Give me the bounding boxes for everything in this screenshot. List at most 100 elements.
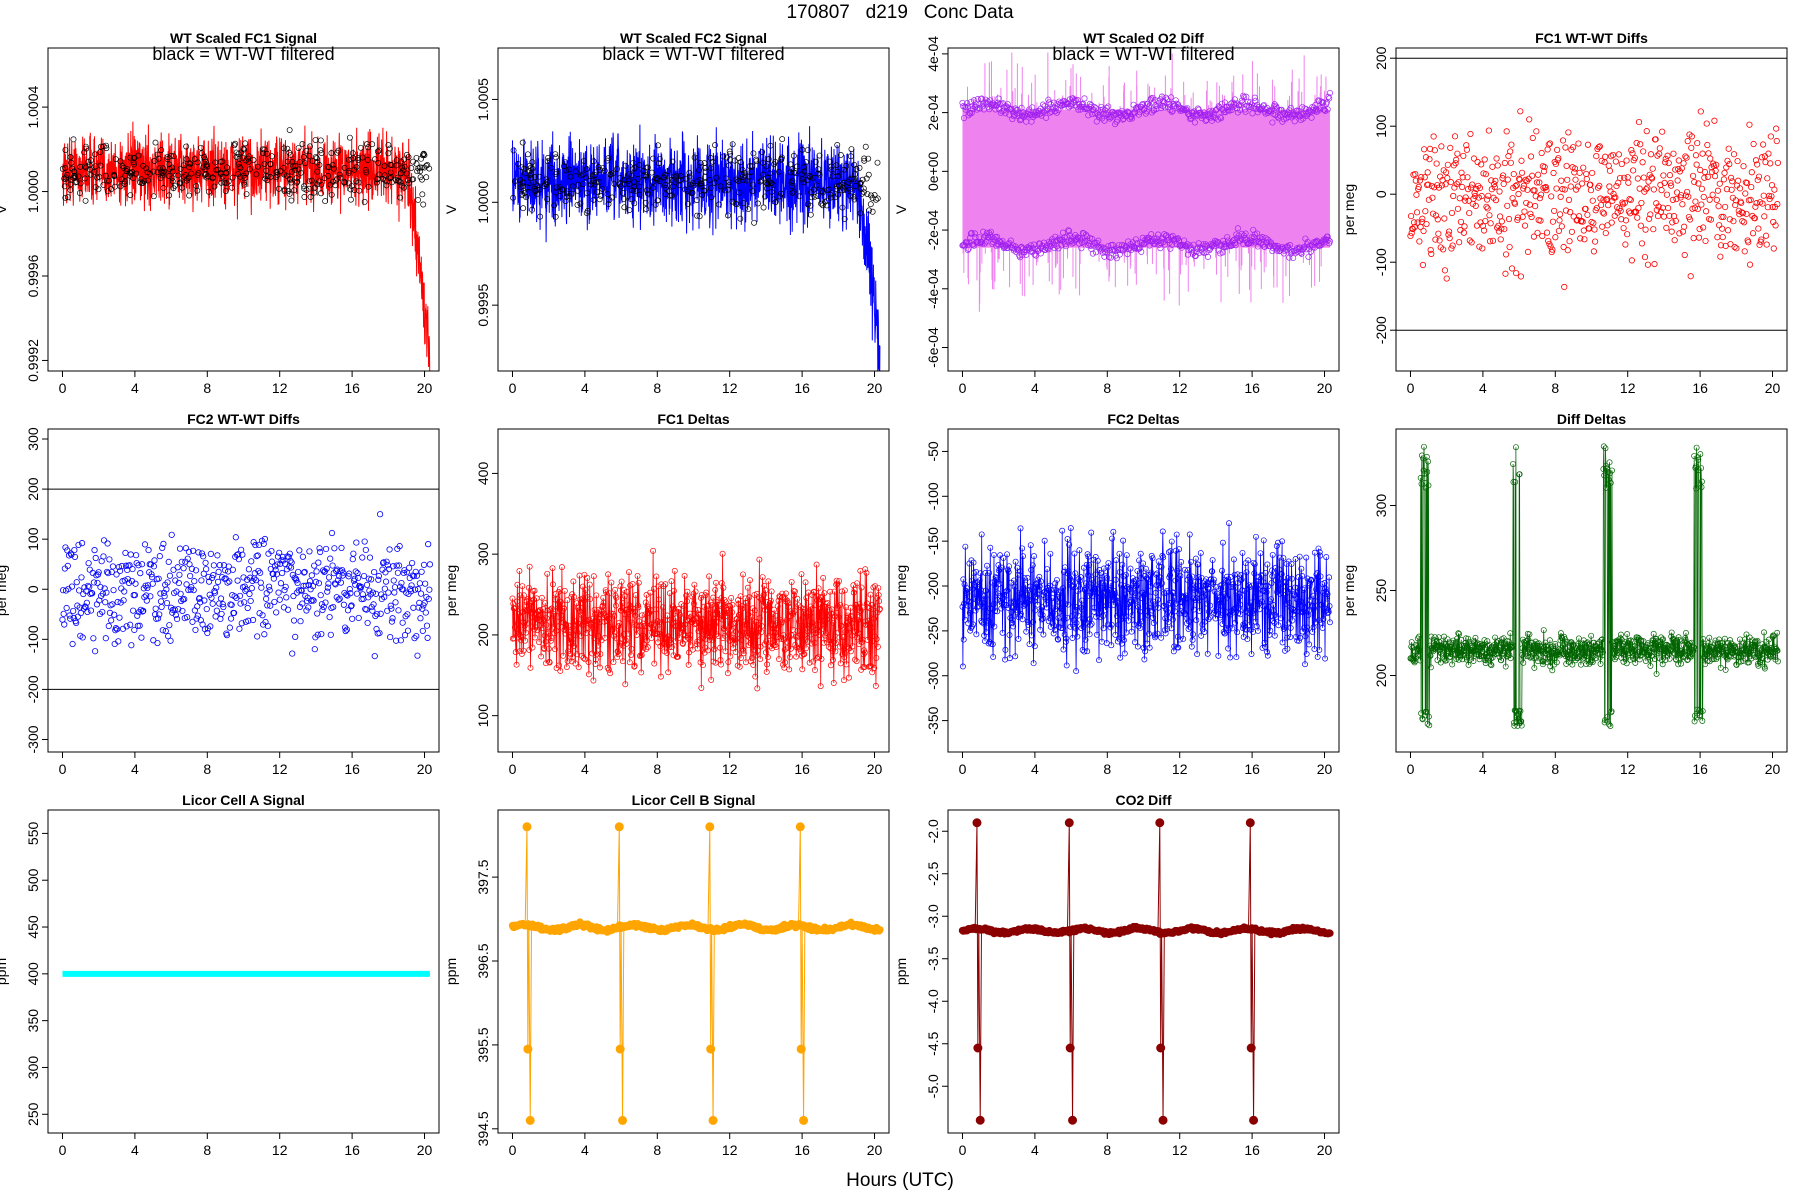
diff-point bbox=[255, 541, 263, 549]
filtered-point bbox=[796, 193, 803, 200]
diff-point bbox=[187, 586, 194, 593]
delta-point bbox=[798, 571, 805, 578]
filtered-point bbox=[860, 185, 867, 192]
diff-point bbox=[92, 554, 99, 562]
delta-point bbox=[1030, 660, 1037, 667]
diff-point bbox=[1011, 245, 1018, 253]
filtered-point bbox=[175, 172, 182, 179]
delta-point bbox=[846, 645, 853, 652]
delta-point bbox=[1044, 566, 1051, 572]
delta-point bbox=[570, 643, 577, 650]
diff-point bbox=[1422, 208, 1429, 215]
diff-point bbox=[1706, 196, 1713, 203]
diff-point bbox=[1536, 179, 1543, 186]
diff-point bbox=[1597, 195, 1604, 202]
diff-point bbox=[1663, 191, 1671, 198]
diff-point bbox=[1618, 216, 1625, 223]
delta-point bbox=[876, 605, 883, 612]
diff-point bbox=[1559, 137, 1567, 144]
delta-point bbox=[648, 621, 654, 628]
diff-point bbox=[1507, 159, 1514, 166]
delta-point bbox=[855, 614, 862, 621]
diff-point bbox=[109, 563, 117, 570]
delta-point bbox=[1132, 589, 1139, 596]
delta-point bbox=[751, 607, 758, 614]
delta-point bbox=[1139, 618, 1146, 625]
diff-point bbox=[166, 572, 174, 579]
diff-point bbox=[1004, 101, 1011, 108]
delta-point bbox=[1142, 648, 1149, 655]
delta-point bbox=[1158, 634, 1165, 641]
filtered-point bbox=[521, 165, 528, 172]
diff-point bbox=[1676, 230, 1683, 237]
filtered-point bbox=[779, 136, 786, 143]
filtered-point bbox=[750, 150, 757, 157]
diff-point bbox=[960, 114, 968, 122]
diff-point bbox=[1427, 246, 1434, 254]
diff-point bbox=[70, 607, 77, 615]
delta-point bbox=[976, 603, 983, 610]
filtered-point bbox=[267, 174, 274, 180]
filtered-point bbox=[357, 144, 364, 151]
filtered-point bbox=[295, 145, 302, 151]
plot-frame bbox=[497, 428, 890, 753]
diff-point bbox=[1168, 94, 1175, 101]
filtered-point bbox=[534, 182, 541, 189]
diff-point bbox=[1524, 186, 1531, 193]
diff-point bbox=[61, 621, 68, 628]
diff-point bbox=[103, 568, 111, 576]
diff-point bbox=[1524, 248, 1532, 255]
delta-point bbox=[785, 603, 792, 610]
delta-point bbox=[850, 582, 857, 589]
delta-point bbox=[549, 565, 556, 572]
diff-point bbox=[197, 599, 204, 606]
filtered-point bbox=[690, 182, 697, 189]
filtered-point bbox=[241, 179, 247, 186]
delta-point bbox=[808, 606, 815, 613]
diff-point bbox=[964, 246, 971, 253]
delta-point bbox=[722, 632, 728, 639]
filtered-point bbox=[852, 182, 859, 189]
delta-point bbox=[1039, 612, 1046, 618]
diff-point bbox=[1606, 167, 1614, 174]
filtered-point bbox=[232, 140, 239, 147]
delta-point bbox=[701, 603, 708, 610]
diff-point bbox=[1428, 250, 1435, 257]
delta-point bbox=[845, 614, 852, 621]
delta-point bbox=[841, 587, 848, 594]
diff-point bbox=[1578, 180, 1586, 187]
filtered-point bbox=[553, 169, 560, 176]
delta-point bbox=[1206, 608, 1212, 615]
diff-point bbox=[1600, 196, 1607, 203]
diff-point bbox=[114, 598, 121, 606]
plot-area bbox=[509, 547, 883, 692]
diff-point bbox=[1301, 244, 1308, 251]
diff-point bbox=[244, 604, 251, 612]
diff-point bbox=[67, 615, 74, 622]
delta-point bbox=[983, 613, 990, 620]
filtered-point bbox=[729, 141, 736, 148]
diff-point bbox=[1018, 104, 1025, 111]
diff-point bbox=[995, 242, 1002, 249]
filtered-point bbox=[760, 159, 767, 166]
filtered-point bbox=[283, 172, 290, 179]
diff-point bbox=[1574, 183, 1581, 190]
delta-point bbox=[996, 580, 1003, 587]
filtered-point bbox=[77, 163, 84, 170]
diff-point bbox=[1242, 230, 1249, 237]
delta-point bbox=[539, 625, 546, 632]
diff-point bbox=[1658, 187, 1665, 194]
diff-point bbox=[1161, 104, 1169, 111]
delta-point bbox=[514, 598, 520, 605]
delta-point bbox=[1155, 604, 1162, 611]
diff-point bbox=[310, 597, 317, 604]
diff-point bbox=[1545, 237, 1552, 245]
diff-point bbox=[413, 632, 420, 640]
delta-point bbox=[1110, 528, 1117, 535]
delta-point bbox=[853, 602, 860, 609]
delta-point bbox=[838, 622, 845, 629]
delta-point bbox=[586, 616, 593, 623]
delta-point bbox=[1004, 587, 1011, 594]
diff-point bbox=[1688, 133, 1695, 140]
